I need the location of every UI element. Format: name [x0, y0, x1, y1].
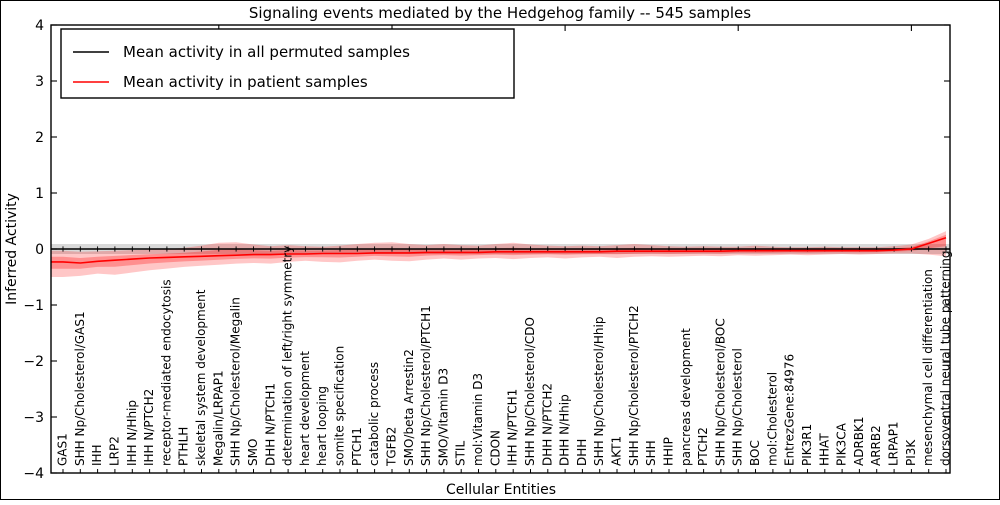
x-tick-label: SHH Np/Cholesterol/PTCH2 [627, 305, 641, 466]
x-tick-label: GAS1 [56, 433, 70, 466]
y-tick-label: −4 [23, 466, 44, 482]
x-tick-label: PIK3CA [835, 422, 849, 466]
x-tick-label: SMO/Vitamin D3 [436, 368, 450, 466]
x-tick-label: SHH Np/Cholesterol/BOC [713, 318, 727, 466]
y-tick-label: −2 [23, 354, 44, 370]
axes-frame-and-ticks [50, 24, 951, 474]
x-tick-label: AKT1 [610, 436, 624, 466]
x-tick-label: heart development [298, 351, 312, 466]
y-tick-label: 1 [35, 186, 44, 202]
x-tick-label: BOC [748, 440, 762, 466]
x-tick-label: catabolic process [367, 362, 381, 466]
x-tick-label: DHH N/PTCH2 [540, 383, 554, 466]
x-tick-label: SHH Np/Cholesterol/Hhip [592, 317, 606, 466]
x-tick-label: HHAT [817, 433, 831, 466]
x-tick-label: TGFB2 [385, 427, 399, 467]
x-tick-label: SHH Np/Cholesterol/PTCH1 [419, 305, 433, 466]
legend-label-patient: Mean activity in patient samples [123, 73, 368, 91]
legend-label-permuted: Mean activity in all permuted samples [123, 43, 410, 61]
x-tick-label: PI3K [904, 439, 918, 466]
y-tick-label: 4 [35, 18, 44, 34]
x-tick-label: skeletal system development [194, 289, 208, 466]
y-tick-label: −3 [23, 410, 44, 426]
x-tick-label: EntrezGene:84976 [783, 354, 797, 466]
x-tick-label: pancreas development [679, 328, 693, 466]
x-tick-label: DHH N/PTCH1 [263, 383, 277, 466]
y-tick-labels: 4 3 2 1 0 −1 −2 −3 −4 [23, 18, 44, 482]
x-tick-label: ADRBK1 [852, 416, 866, 466]
x-tick-label: PTCH1 [350, 427, 364, 466]
x-tick-label: ARRB2 [869, 425, 883, 466]
x-tick-label: IHH [90, 444, 104, 466]
data-lines [51, 237, 950, 264]
x-tick-label: SHH Np/Cholesterol/CDO [523, 317, 537, 466]
x-tick-label: STIL [454, 441, 468, 466]
x-tick-label: determination of left/right symmetry [281, 246, 295, 466]
x-tick-label: somite specification [333, 346, 347, 466]
x-tick-label: mol:Vitamin D3 [471, 373, 485, 466]
x-tick-label: Megalin/LRPAP1 [211, 370, 225, 466]
x-tick-label: DHH N/Hhip [558, 394, 572, 466]
x-tick-label: CDON [488, 430, 502, 466]
x-tick-label: SHH Np/Cholesterol/GAS1 [73, 311, 87, 466]
x-tick-label: DHH [575, 439, 589, 466]
y-axis-title: Inferred Activity [4, 193, 20, 305]
x-tick-labels: GAS1 SHH Np/Cholesterol/GAS1 IHH LRP2 IHH N/… [56, 246, 953, 467]
x-tick-label: heart looping [315, 386, 329, 466]
x-axis-title: Cellular Entities [446, 482, 556, 498]
y-tick-label: −1 [23, 298, 44, 314]
y-tick-label: 3 [35, 74, 44, 90]
patient-band-outer [51, 231, 946, 277]
x-tick-label: LRPAP1 [887, 421, 901, 466]
x-tick-label: PTCH2 [696, 427, 710, 466]
confidence-bands [51, 231, 950, 277]
x-tick-label: IHH N/Hhip [125, 400, 139, 466]
patient-mean-line [51, 237, 947, 264]
x-tick-label: dorsoventral neural tube patterning [939, 250, 953, 466]
y-tick-label: 2 [35, 130, 44, 146]
y-tick-label: 0 [35, 242, 44, 258]
x-tick-label: HHIP [662, 437, 676, 466]
x-tick-label: SHH [644, 440, 658, 466]
x-tick-label: SMO/beta Arrestin2 [402, 349, 416, 466]
legend: Mean activity in all permuted samples Me… [60, 28, 515, 99]
x-tick-label: receptor-mediated endocytosis [159, 279, 173, 466]
x-tick-label: SHH Np/Cholesterol/Megalin [229, 297, 243, 466]
x-tick-label: PIK3R1 [800, 424, 814, 466]
x-tick-label: SMO [246, 439, 260, 466]
x-tick-label: IHH N/PTCH1 [506, 389, 520, 466]
x-tick-label: LRP2 [107, 436, 121, 466]
x-tick-label: mol:Cholesterol [765, 372, 779, 466]
legend-box [60, 28, 515, 99]
x-tick-label: mesenchymal cell differentiation [921, 269, 935, 466]
x-tick-label: SHH Np/Cholesterol [731, 348, 745, 466]
chart-title: Signaling events mediated by the Hedgeho… [249, 4, 751, 22]
x-tick-label: PTHLH [177, 427, 191, 466]
x-tick-label: IHH N/PTCH2 [142, 389, 156, 466]
